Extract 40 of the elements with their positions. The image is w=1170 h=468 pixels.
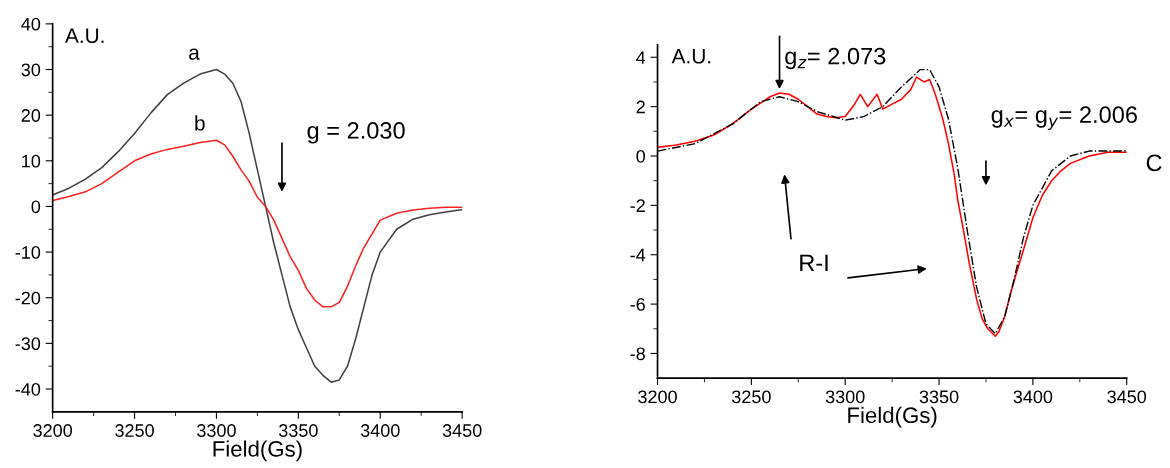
x-tick-label: 3300: [197, 424, 236, 437]
y-tick-label: 40: [21, 17, 41, 31]
annotation: g = 2.030: [307, 122, 405, 144]
y-tick-label: 0: [31, 200, 41, 214]
y-tick-label: -4: [630, 248, 646, 262]
y-tick-label: -10: [15, 246, 41, 259]
y-tick-label: -20: [15, 291, 41, 305]
x-tick-label: 3400: [360, 424, 400, 437]
x-tick-label: 3450: [1107, 390, 1147, 404]
y-tick-label: 20: [21, 109, 41, 122]
y-tick-label: -40: [15, 382, 41, 396]
x-tick-label: 3250: [115, 424, 154, 437]
series-label: a: [189, 48, 200, 60]
x-axis-title: Field(Gs): [848, 406, 937, 428]
y-tick-label: -30: [15, 337, 41, 351]
annotation: g$_{z}$= 2.073: [785, 47, 886, 70]
x-tick-label: 3250: [731, 390, 771, 404]
x-tick-label: 3350: [278, 424, 318, 437]
y-axis-title: A.U.: [64, 28, 104, 44]
x-tick-label: 3200: [638, 390, 677, 404]
x-tick-label: 3350: [919, 390, 959, 404]
x-tick-label: 3400: [1013, 390, 1053, 404]
text: C: [1146, 154, 1162, 172]
y-tick-label: 4: [636, 51, 646, 64]
y-tick-label: -8: [630, 347, 645, 361]
annotation: g$_{x}$= g$_{y}$= 2.006: [991, 106, 1137, 131]
y-tick-label: 2: [636, 100, 645, 114]
annotation: R-I: [800, 254, 828, 271]
line-series: [52, 68, 463, 383]
y-axis-title: A.U.: [671, 49, 711, 64]
x-tick-label: 3200: [33, 424, 73, 437]
y-tick-label: 0: [636, 149, 646, 163]
x-tick-label: 3300: [825, 390, 865, 404]
x-axis-title: Field(Gs): [213, 440, 302, 462]
y-tick-label: -2: [630, 199, 645, 212]
x-tick-label: 3450: [442, 424, 482, 437]
y-tick-label: 30: [21, 63, 41, 77]
series-label: b: [195, 115, 205, 131]
y-tick-label: 10: [22, 154, 41, 168]
y-tick-label: -6: [630, 298, 645, 311]
